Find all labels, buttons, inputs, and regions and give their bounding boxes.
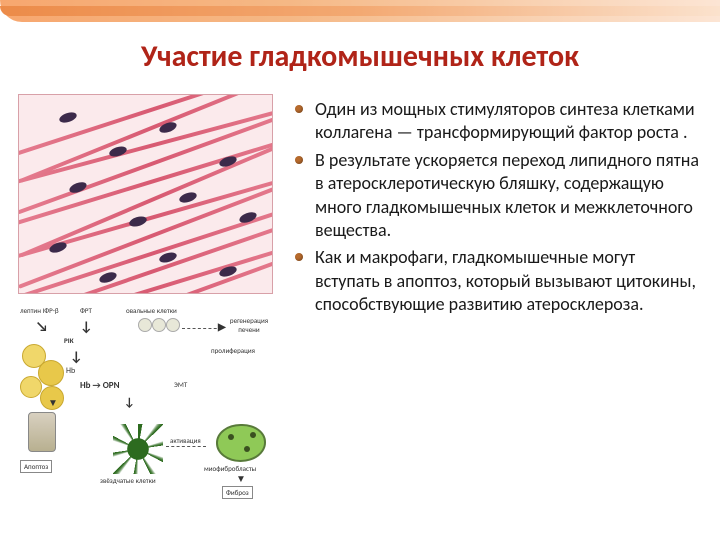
column-icon — [28, 412, 56, 452]
diagram-center: Hb → OPN — [80, 380, 120, 391]
diagram-label: ФРТ — [80, 306, 92, 315]
bullet-item: Как и макрофаги, гладкомышечные могут вс… — [291, 246, 702, 316]
diagram-label: Hb — [66, 366, 75, 376]
page-title: Участие гладкомышечных клеток — [30, 38, 690, 75]
diagram-label: ЭМТ — [174, 380, 187, 389]
pathway-diagram: лептин ІФР-β ФРТ овальные клетки ↘ ↓ РІК… — [18, 304, 273, 504]
diagram-label: РІК — [64, 336, 74, 345]
stellate-cell-icon — [113, 424, 163, 474]
histology-image — [18, 94, 273, 294]
diagram-label: звёздчатые клетки — [100, 476, 156, 485]
bullet-list: Один из мощных стимуляторов синтеза клет… — [291, 98, 702, 317]
image-column: лептин ІФР-β ФРТ овальные клетки ↘ ↓ РІК… — [18, 94, 273, 522]
arrow-down-icon: ▼ — [236, 472, 246, 485]
diagram-label: овальные клетки — [126, 306, 177, 315]
oval-cell-icon — [152, 318, 166, 332]
arrow-down-icon: ↓ — [70, 348, 83, 365]
arrow-down-icon: ↓ — [80, 318, 93, 335]
arrow-down-icon: ▼ — [48, 396, 58, 409]
foam-cell-icon — [20, 376, 42, 398]
header-decoration — [0, 0, 720, 22]
content-area: лептин ІФР-β ФРТ овальные клетки ↘ ↓ РІК… — [18, 94, 702, 522]
diagram-label: лептин ІФР-β — [20, 306, 59, 315]
diagram-label: активация — [170, 436, 201, 445]
bullet-item: Один из мощных стимуляторов синтеза клет… — [291, 98, 702, 145]
diagram-box-label: Фиброз — [222, 486, 253, 499]
diagram-box-label: Апоптоз — [20, 460, 52, 473]
diagram-label: миофибробласты — [204, 464, 256, 473]
arrow-right-icon: ▶ — [218, 320, 226, 333]
bullet-item: В результате ускоряется переход липидног… — [291, 149, 702, 243]
myofibroblast-icon — [216, 424, 266, 462]
arrow-down-icon: ↓ — [124, 396, 135, 410]
diagram-label: регенерация печени — [228, 316, 270, 334]
arrow-down-icon: ↘ — [36, 318, 48, 335]
oval-cell-icon — [138, 318, 152, 332]
text-column: Один из мощных стимуляторов синтеза клет… — [273, 94, 702, 522]
foam-cell-icon — [38, 360, 64, 386]
diagram-label: пролиферация — [203, 346, 263, 355]
oval-cell-icon — [166, 318, 180, 332]
